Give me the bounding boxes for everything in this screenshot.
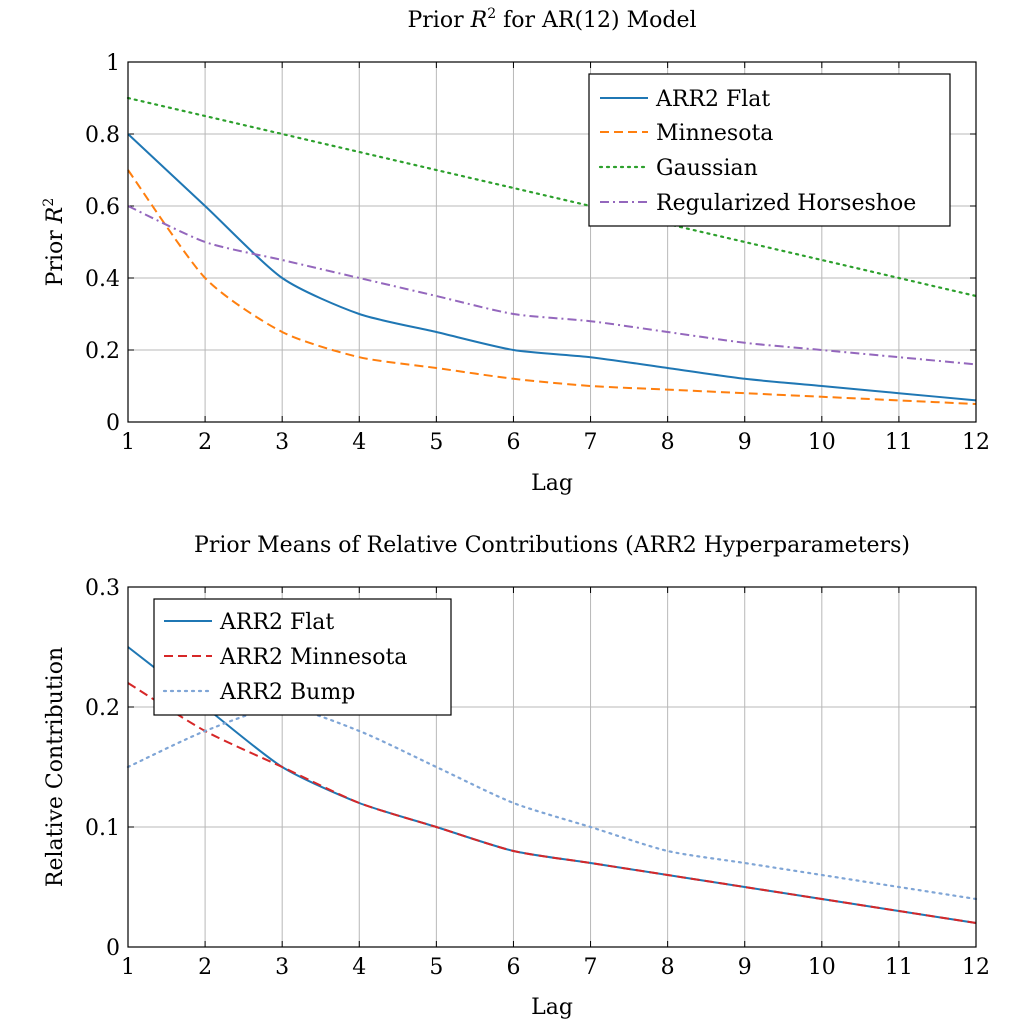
x-tick-label: 5 [429, 955, 443, 980]
chart-title: Prior R2 for AR(12) Model [407, 6, 696, 33]
series-line-arr2-minnesota [127, 682, 977, 924]
legend-label-minnesota: Minnesota [656, 121, 773, 146]
x-tick-label: 2 [198, 430, 212, 455]
x-tick-label: 3 [275, 430, 289, 455]
legend-label-arr2-minnesota: ARR2 Minnesota [219, 645, 407, 670]
series-line-gaussian [126, 96, 978, 298]
legend: ARR2 Flat ARR2 Minnesota ARR2 Bump [153, 598, 452, 716]
series-line-minnesota [127, 169, 977, 405]
y-tick-label: 0.4 [85, 267, 120, 292]
series-lines [126, 646, 978, 924]
legend: ARR2 Flat Minnesota Gaussian Regularized… [588, 73, 951, 227]
y-tick-label: 0.2 [85, 339, 120, 364]
x-tick-label: 9 [738, 955, 752, 980]
x-tick-label: 12 [962, 955, 990, 980]
y-tick-labels: 0 0.2 0.4 0.6 0.8 1 [85, 51, 120, 436]
x-tick-label: 7 [584, 430, 598, 455]
legend-label-gaussian: Gaussian [656, 156, 758, 181]
chart-title: Prior Means of Relative Contributions (A… [194, 533, 910, 558]
legend-label-arr2-bump: ARR2 Bump [219, 680, 355, 705]
x-tick-label: 10 [808, 955, 836, 980]
series-lines [126, 96, 978, 405]
x-tick-label: 10 [808, 430, 836, 455]
x-axis-label: Lag [531, 995, 573, 1020]
legend-label-arr2-flat: ARR2 Flat [219, 610, 334, 635]
x-tick-label: 7 [584, 955, 598, 980]
y-tick-label: 0.3 [85, 576, 120, 601]
chart-prior-r2: 1 2 3 4 5 6 7 8 9 10 11 12 00.20.40.60.81 Prior R2 … [41, 6, 990, 496]
series-line-regularized-horseshoe [127, 205, 977, 366]
x-tick-label: 11 [885, 430, 913, 455]
chart-relative-contributions: 1 2 3 4 5 6 7 8 9 10 11 12 00.10.20.3 Prior Means o… [43, 533, 990, 1020]
y-tick-label: 0.1 [85, 816, 120, 841]
y-axis-label: Relative Contribution [43, 647, 68, 887]
y-tick-label: 0 [106, 411, 120, 436]
y-tick-label: 0.6 [85, 195, 120, 220]
x-axis-label: Lag [531, 471, 573, 496]
x-tick-label: 6 [506, 430, 520, 455]
series-line-arr2-flat [127, 646, 977, 924]
plot-frame [127, 586, 977, 948]
x-tick-labels: 1 2 3 4 5 6 7 8 9 10 11 12 [121, 955, 990, 980]
y-axis-label: Prior R2 [41, 198, 68, 287]
x-tick-label: 5 [429, 430, 443, 455]
x-tick-label: 4 [352, 955, 366, 980]
series-line-arr2-bump [126, 705, 978, 901]
legend-label-arr2-flat: ARR2 Flat [655, 87, 770, 112]
x-tick-label: 1 [121, 430, 135, 455]
x-tick-label: 2 [198, 955, 212, 980]
x-tick-label: 11 [885, 955, 913, 980]
x-tick-label: 8 [661, 955, 675, 980]
legend-box [153, 598, 452, 716]
x-tick-label: 4 [352, 430, 366, 455]
x-tick-label: 9 [738, 430, 752, 455]
y-tick-label: 0.2 [85, 696, 120, 721]
legend-box [588, 73, 951, 227]
y-tick-label: 1 [106, 51, 120, 76]
legend-label-regularized-horseshoe: Regularized Horseshoe [656, 191, 916, 216]
x-tick-labels: 1 2 3 4 5 6 7 8 9 10 11 12 [121, 430, 990, 455]
x-tick-label: 1 [121, 955, 135, 980]
y-tick-labels: 0 0.1 0.2 0.3 [85, 576, 120, 961]
y-tick-label: 0.8 [85, 123, 120, 148]
y-tick-label: 0 [106, 936, 120, 961]
x-tick-label: 3 [275, 955, 289, 980]
x-tick-label: 8 [661, 430, 675, 455]
x-tick-label: 6 [506, 955, 520, 980]
plot-frame [127, 61, 977, 423]
x-tick-label: 12 [962, 430, 990, 455]
